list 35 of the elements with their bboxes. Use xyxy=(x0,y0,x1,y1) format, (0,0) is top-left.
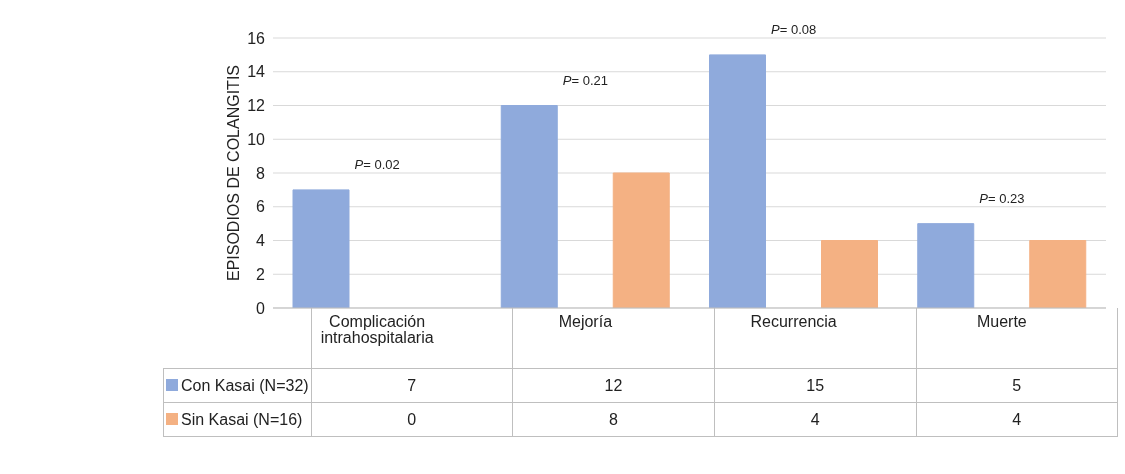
bar xyxy=(500,105,558,308)
y-tick-label: 16 xyxy=(247,29,266,47)
y-tick-label: 10 xyxy=(247,130,266,148)
bar xyxy=(1029,240,1087,308)
y-tick-label: 8 xyxy=(256,164,266,182)
data-label: 5 xyxy=(916,368,1118,403)
text: P= 0.08 xyxy=(771,22,817,38)
x-tick-label: Mejoría xyxy=(558,313,613,331)
data-label: 12 xyxy=(512,368,715,403)
y-tick-label: 4 xyxy=(256,232,266,250)
data-label: 15 xyxy=(714,368,917,403)
annotation: P= 0.23 xyxy=(979,191,1025,207)
data-label: 7 xyxy=(311,368,513,403)
y-tick-label: 14 xyxy=(247,63,266,81)
y-tick-label: 0 xyxy=(256,299,266,317)
data-label: 0 xyxy=(311,402,513,437)
data-label: 8 xyxy=(512,402,715,437)
bar xyxy=(821,240,878,308)
bar xyxy=(709,54,766,308)
data-label: 4 xyxy=(714,402,917,437)
data-label: 4 xyxy=(916,402,1118,437)
bar xyxy=(612,172,670,308)
y-tick-label: 12 xyxy=(247,97,266,115)
y-tick-label: 2 xyxy=(256,265,266,283)
x-tick-label: Complicación intrahospitalaria xyxy=(320,313,434,347)
x-tick-label: Recurrencia xyxy=(750,313,837,331)
y-tick-label: 6 xyxy=(256,198,266,216)
y-axis-title: EPISODIOS DE COLANGITIS xyxy=(224,64,242,282)
annotation: P= 0.02 xyxy=(354,157,400,173)
legend-label: Con Kasai (N=32) xyxy=(163,368,312,403)
annotation: P= 0.21 xyxy=(562,72,608,88)
bar xyxy=(292,189,350,308)
bar xyxy=(917,223,975,308)
legend-label: Sin Kasai (N=16) xyxy=(163,402,312,437)
x-tick-label: Muerte xyxy=(976,313,1027,331)
